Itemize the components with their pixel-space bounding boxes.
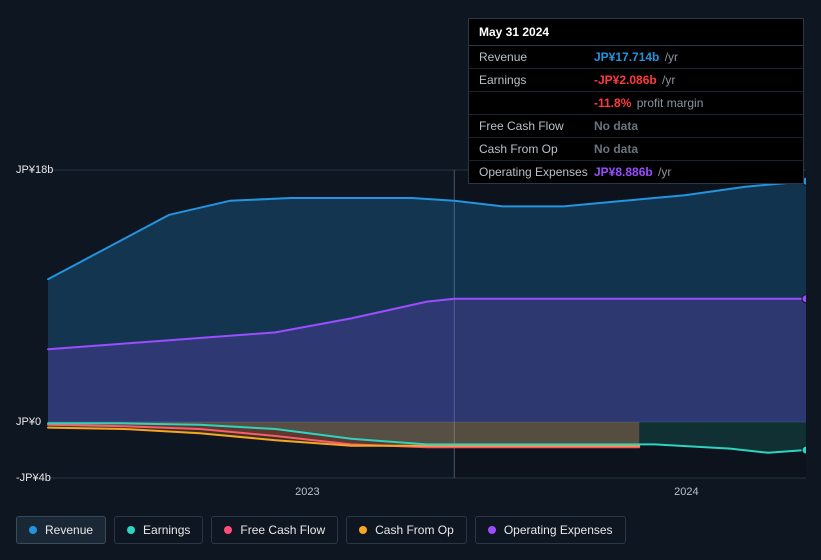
legend-item-revenue[interactable]: Revenue xyxy=(16,516,106,544)
legend-dot-icon xyxy=(224,526,232,534)
legend-dot-icon xyxy=(488,526,496,534)
tooltip-row: RevenueJP¥17.714b /yr xyxy=(469,46,803,69)
tooltip-row-value: No data xyxy=(594,119,638,133)
chart-legend: Revenue Earnings Free Cash Flow Cash From O… xyxy=(16,516,626,544)
legend-dot-icon xyxy=(359,526,367,534)
legend-label: Revenue xyxy=(45,523,93,537)
legend-label: Free Cash Flow xyxy=(240,523,325,537)
y-axis-label: JP¥18b xyxy=(16,164,56,176)
tooltip-row: Cash From OpNo data xyxy=(469,138,803,161)
tooltip-row: Earnings-JP¥2.086b /yr xyxy=(469,69,803,92)
tooltip-row-label: Free Cash Flow xyxy=(479,119,594,133)
tooltip-row: Free Cash FlowNo data xyxy=(469,115,803,138)
legend-label: Cash From Op xyxy=(375,523,454,537)
y-axis-label: -JP¥4b xyxy=(16,472,56,484)
tooltip-row-value: -JP¥2.086b /yr xyxy=(594,73,675,87)
tooltip-row-value: JP¥8.886b /yr xyxy=(594,165,671,179)
tooltip-row-label: Cash From Op xyxy=(479,142,594,156)
chart-canvas xyxy=(16,160,806,480)
tooltip-date: May 31 2024 xyxy=(469,19,803,46)
tooltip-row-label xyxy=(479,96,594,110)
tooltip-row-label: Earnings xyxy=(479,73,594,87)
x-axis-label: 2024 xyxy=(674,486,698,498)
x-axis-label: 2023 xyxy=(295,486,319,498)
legend-dot-icon xyxy=(127,526,135,534)
legend-item-earnings[interactable]: Earnings xyxy=(114,516,203,544)
tooltip-row: -11.8% profit margin xyxy=(469,92,803,115)
chart-tooltip: May 31 2024 RevenueJP¥17.714b /yrEarning… xyxy=(468,18,804,184)
tooltip-row-label: Operating Expenses xyxy=(479,165,594,179)
tooltip-row-value: No data xyxy=(594,142,638,156)
tooltip-row-label: Revenue xyxy=(479,50,594,64)
tooltip-row: Operating ExpensesJP¥8.886b /yr xyxy=(469,161,803,183)
legend-label: Operating Expenses xyxy=(504,523,613,537)
y-axis-label: JP¥0 xyxy=(16,416,56,428)
legend-label: Earnings xyxy=(143,523,190,537)
legend-item-cfo[interactable]: Cash From Op xyxy=(346,516,467,544)
x-axis: 2023 2024 xyxy=(48,486,806,506)
legend-item-opex[interactable]: Operating Expenses xyxy=(475,516,626,544)
tooltip-row-value: JP¥17.714b /yr xyxy=(594,50,678,64)
legend-dot-icon xyxy=(29,526,37,534)
financial-chart[interactable]: JP¥18bJP¥0-JP¥4b xyxy=(16,160,806,480)
tooltip-row-value: -11.8% profit margin xyxy=(594,96,703,110)
legend-item-fcf[interactable]: Free Cash Flow xyxy=(211,516,338,544)
